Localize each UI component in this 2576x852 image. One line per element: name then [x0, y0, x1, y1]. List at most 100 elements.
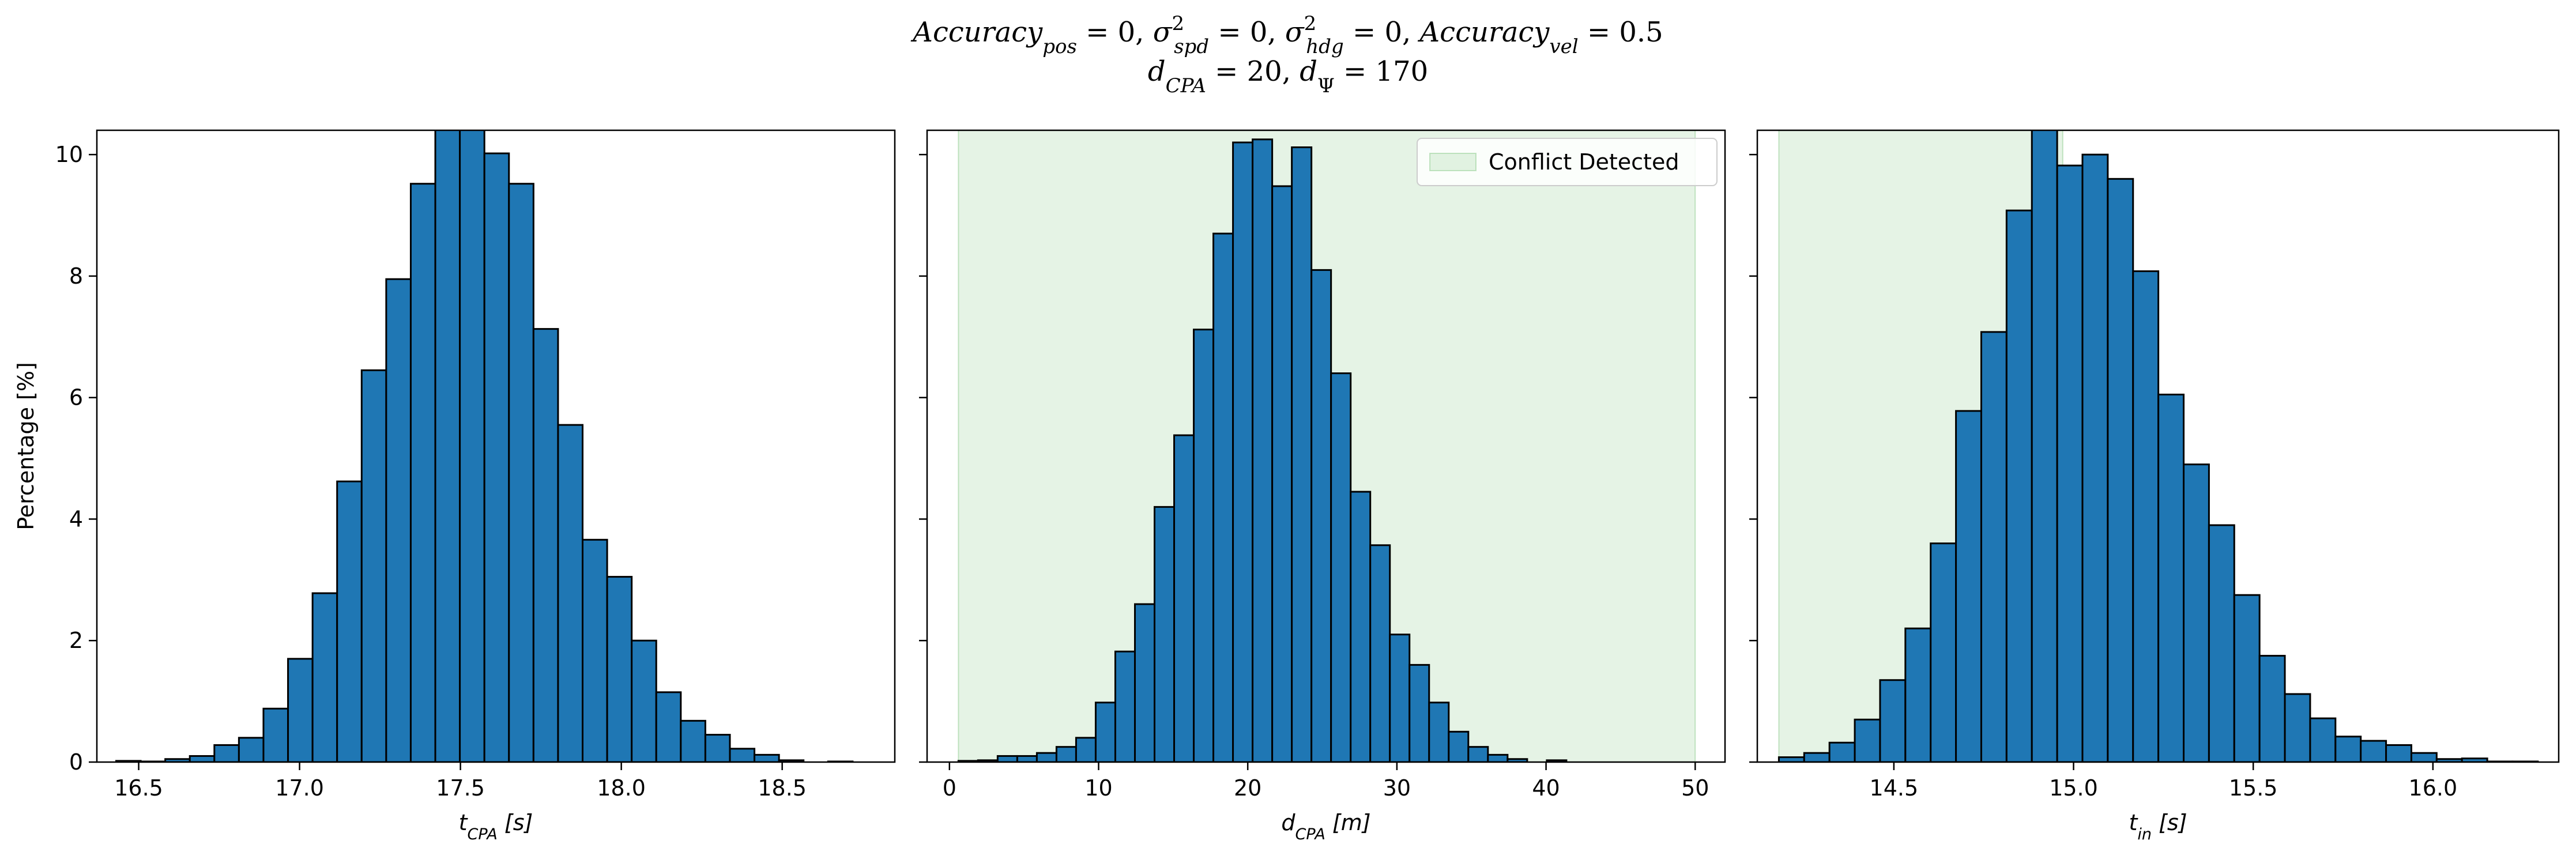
- histogram-bar: [680, 719, 706, 762]
- histogram-bar: [1252, 138, 1274, 762]
- histogram-bar: [1428, 702, 1450, 762]
- axes-frame: [1756, 129, 2560, 763]
- histogram-bar: [2208, 524, 2235, 762]
- histogram-bar: [1212, 232, 1234, 762]
- histogram-bar: [778, 759, 805, 762]
- histogram-bar: [1271, 185, 1293, 762]
- subplot-3: 14.5 15.0 15.5 16.0 tin [s]: [1749, 129, 2560, 843]
- histogram-bar: [2031, 130, 2058, 762]
- histogram-bar: [532, 328, 559, 762]
- histogram-bar: [1904, 627, 1932, 762]
- histogram-bar: [287, 658, 314, 762]
- histogram-bar: [2334, 736, 2362, 762]
- histogram-bar: [2309, 717, 2337, 762]
- histogram-bar: [1828, 741, 1856, 762]
- histogram-bar: [1467, 746, 1489, 762]
- subplot-1: 16.5 17.0 17.5 18.0 18.5 0 2 4 6 8 10 tCPA [s] Perce…: [13, 129, 896, 843]
- x-tick-label: 14.5: [1870, 775, 1919, 801]
- histogram-bar: [311, 592, 338, 762]
- histogram-bar: [1133, 603, 1156, 762]
- x-tick-label: 16.5: [114, 775, 163, 801]
- histogram-bar: [1777, 756, 1805, 762]
- histogram-bar: [1154, 506, 1176, 762]
- histogram-bar: [631, 639, 657, 762]
- histogram-bar: [2385, 744, 2412, 762]
- x-tick-label: 30: [1383, 775, 1411, 801]
- axes-frame: [926, 129, 1726, 763]
- histogram-bar: [996, 755, 1018, 762]
- x-tick-label: 18.0: [597, 775, 646, 801]
- histogram-bar: [459, 130, 485, 762]
- histogram-bar: [2081, 153, 2109, 762]
- y-tick-label: 4: [69, 506, 83, 531]
- histogram-bar: [1408, 663, 1430, 762]
- x-tick-label: 16.0: [2409, 775, 2458, 801]
- legend: Conflict Detected: [1417, 138, 1718, 186]
- histogram-bar: [1075, 737, 1097, 762]
- x-tick-label: 50: [1681, 775, 1709, 801]
- suptitle: Accuracypos = 0, σ2 spd = 0, σ2 hdg = 0, A…: [910, 12, 1663, 97]
- histogram-bar: [2410, 752, 2438, 762]
- histogram-bar: [1879, 679, 1907, 762]
- histogram-bars: [957, 138, 1568, 762]
- histogram-bar: [1035, 752, 1057, 762]
- histogram-bar: [704, 734, 731, 762]
- y-tick-label: 0: [69, 749, 83, 775]
- x-tick-label: 17.0: [275, 775, 324, 801]
- histogram-bar: [2183, 463, 2210, 762]
- histogram-bar: [1291, 146, 1313, 762]
- histogram-bar: [1350, 491, 1372, 762]
- histogram-bar: [262, 707, 289, 762]
- histogram-bar: [1193, 329, 1215, 762]
- histogram-bar: [1232, 141, 1254, 762]
- histogram-bar: [1369, 544, 1391, 762]
- subplot-2: 0 10 20 30 40 50 dCPA [m] Conflict Detected: [919, 129, 1726, 843]
- histogram-bar: [1330, 372, 1352, 762]
- histogram-bar: [385, 278, 412, 762]
- histogram-bar: [2056, 164, 2084, 762]
- histogram-bar: [582, 538, 608, 762]
- x-axis-label: dCPA [m]: [1281, 810, 1370, 843]
- histogram-bar: [1980, 331, 2008, 762]
- histogram-bar: [409, 183, 436, 762]
- x-tick-label: 10: [1084, 775, 1112, 801]
- y-tick-label: 8: [69, 263, 83, 289]
- x-axis-label: tin [s]: [2129, 810, 2187, 843]
- histogram-bar: [1114, 650, 1136, 762]
- y-tick-label: 6: [69, 385, 83, 410]
- histogram-bar: [1955, 410, 1982, 762]
- histogram-bar: [238, 737, 265, 762]
- histogram-bar: [508, 183, 534, 762]
- histogram-bars: [115, 130, 854, 762]
- histogram-bar: [557, 424, 584, 762]
- histogram-bar: [655, 691, 682, 762]
- histogram-bar: [1094, 702, 1116, 762]
- histogram-bar: [729, 748, 756, 762]
- histogram-bar: [360, 369, 387, 762]
- histogram-bar: [1930, 542, 1957, 762]
- figure-title-line-1: Accuracypos = 0, σ2 spd = 0, σ2 hdg = 0, A…: [910, 12, 1663, 58]
- histogram-bar: [2360, 740, 2387, 762]
- subplots: 16.5 17.0 17.5 18.0 18.5 0 2 4 6 8 10 tCPA [s] Perce…: [13, 129, 2560, 843]
- histogram-bar: [1173, 434, 1195, 762]
- y-tick-label: 2: [69, 628, 83, 653]
- legend-box: [1417, 138, 1718, 186]
- x-tick-label: 0: [943, 775, 956, 801]
- legend-swatch: [1429, 153, 1477, 171]
- histogram-bar: [1310, 269, 1332, 762]
- x-tick-label: 15.0: [2049, 775, 2098, 801]
- x-tick-label: 15.5: [2229, 775, 2278, 801]
- histogram-bar: [483, 152, 510, 762]
- x-axis-label: tCPA [s]: [459, 810, 533, 843]
- x-tick-label: 17.5: [436, 775, 485, 801]
- histogram-bar: [2132, 270, 2160, 762]
- histogram-bar: [1055, 746, 1077, 762]
- histogram-bar: [2284, 693, 2311, 762]
- figure-title-line-2: dCPA = 20, dΨ = 170: [1148, 55, 1428, 97]
- x-tick-label: 20: [1234, 775, 1261, 801]
- histogram-bar: [213, 744, 240, 762]
- histogram-bar: [1389, 634, 1411, 762]
- legend-label: Conflict Detected: [1489, 149, 1679, 175]
- histogram-bar: [1016, 755, 1038, 762]
- x-tick-label: 18.5: [758, 775, 807, 801]
